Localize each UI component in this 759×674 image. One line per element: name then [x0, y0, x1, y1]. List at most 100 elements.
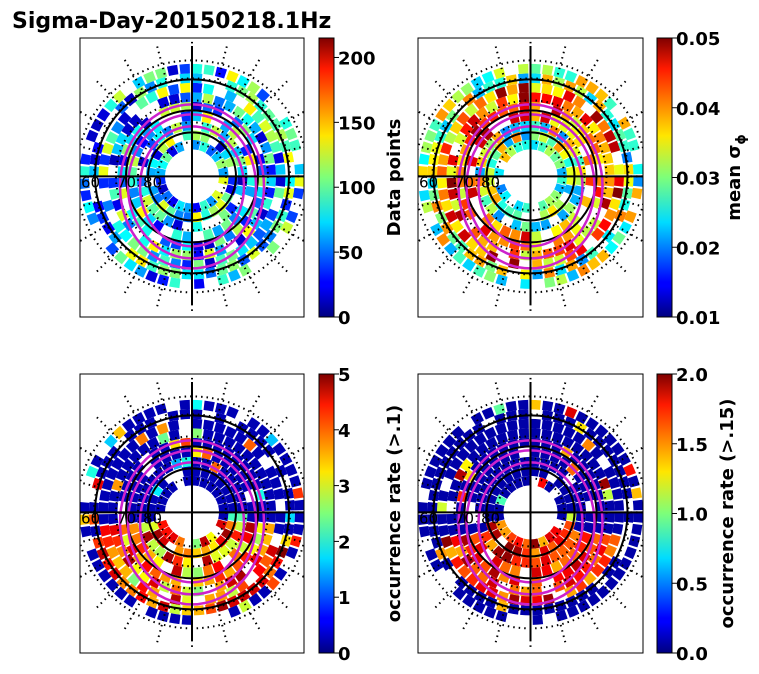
- mlt-grid-dotted: [95, 416, 122, 443]
- heatmap-cell: [150, 148, 164, 161]
- heatmap-cell: [167, 419, 180, 432]
- heatmap-cell: [456, 111, 470, 126]
- heatmap-cell: [265, 500, 276, 511]
- heatmap-cell: [549, 525, 563, 538]
- heatmap-cell: [160, 190, 173, 203]
- heatmap-cell: [555, 273, 568, 286]
- heatmap-cell: [510, 555, 522, 567]
- heatmap-cell: [256, 424, 270, 439]
- heatmap-cell: [80, 502, 90, 513]
- heatmap-cell: [205, 531, 218, 544]
- heatmap-cell: [89, 514, 100, 525]
- heatmap-cell: [128, 114, 143, 128]
- heatmap-cell: [104, 434, 118, 449]
- colorbar-tick-label: 1.5: [676, 435, 708, 456]
- heatmap-cell: [164, 205, 177, 218]
- heatmap-cell: [421, 201, 434, 214]
- heatmap-cell: [136, 244, 150, 258]
- heatmap-cell: [483, 90, 497, 104]
- heatmap-cell: [499, 560, 512, 574]
- mlt-grid-dotted: [434, 582, 461, 609]
- polar-heatmap: [80, 377, 304, 648]
- heatmap-cell: [449, 456, 463, 471]
- heatmap-cell: [213, 422, 227, 435]
- heatmap-cell: [430, 222, 444, 237]
- heatmap-cell: [238, 263, 252, 277]
- colorbar-tick-label: 0.05: [676, 29, 720, 50]
- heatmap-cell: [544, 276, 556, 288]
- heatmap-cell: [479, 146, 492, 159]
- heatmap-cell: [418, 514, 429, 525]
- heatmap-cell: [143, 406, 157, 420]
- heatmap-cell: [153, 209, 167, 223]
- heatmap-cell: [572, 431, 586, 445]
- heatmap-cell: [617, 116, 631, 130]
- mlt-grid-dotted: [462, 262, 482, 294]
- heatmap-cell: [192, 73, 203, 84]
- heatmap-cell: [568, 145, 582, 158]
- heatmap-cell: [517, 399, 529, 411]
- heatmap-cell: [292, 487, 304, 499]
- heatmap-cell: [108, 154, 121, 166]
- heatmap-cell: [612, 567, 626, 581]
- heatmap-cell: [265, 544, 279, 558]
- heatmap-cell: [624, 210, 637, 224]
- heatmap-cell: [132, 412, 146, 426]
- heatmap-cell: [474, 541, 488, 555]
- colorbar-label: Data points: [384, 119, 405, 237]
- heatmap-cell: [252, 227, 267, 242]
- heatmap-cell: [252, 563, 267, 578]
- heatmap-cell: [530, 418, 541, 429]
- heatmap-cell: [425, 548, 438, 562]
- heatmap-cell: [435, 444, 449, 458]
- heatmap-cell: [604, 176, 615, 187]
- heatmap-cell: [152, 466, 166, 480]
- heatmap-cell: [591, 563, 605, 578]
- heatmap-cell: [212, 95, 226, 109]
- heatmap-cell: [192, 475, 201, 487]
- heatmap-cell: [211, 486, 224, 499]
- heatmap-cell: [212, 431, 226, 445]
- mlt-grid-dotted: [579, 262, 599, 294]
- heatmap-cell: [575, 75, 589, 89]
- heatmap-cell: [193, 605, 205, 616]
- heatmap-cell: [155, 503, 166, 513]
- heatmap-cell: [145, 270, 158, 283]
- heatmap-cell: [162, 215, 175, 228]
- heatmap-cell: [464, 439, 479, 453]
- heatmap-cell: [273, 567, 288, 581]
- heatmap-cell: [240, 448, 255, 463]
- mlt-grid-dotted: [555, 608, 567, 644]
- heatmap-cell: [251, 446, 266, 460]
- axes-frame: [79, 373, 305, 654]
- heatmap-cell: [128, 450, 143, 464]
- heatmap-cell: [266, 576, 280, 591]
- heatmap-cell: [603, 96, 618, 111]
- heatmap-cell: [489, 484, 502, 497]
- heatmap-cell: [494, 503, 505, 513]
- heatmap-cell: [450, 219, 464, 234]
- heatmap-cell: [602, 186, 614, 199]
- heatmap-cell: [541, 429, 553, 441]
- colorbar-tick-label: 2.0: [676, 365, 708, 386]
- heatmap-cell: [108, 177, 119, 189]
- colorbar-tick-label: 0.5: [676, 574, 708, 595]
- heatmap-cell: [460, 82, 474, 96]
- heatmap-cell: [613, 512, 624, 523]
- heatmap-cell: [429, 454, 443, 468]
- heatmap-cell: [456, 447, 470, 462]
- heatmap-cell: [424, 465, 437, 479]
- heatmap-cell: [230, 145, 243, 158]
- mlt-grid-dotted: [278, 446, 304, 464]
- mlt-grid-dotted: [600, 582, 627, 609]
- heatmap-cell: [192, 428, 203, 439]
- heatmap-cell: [447, 524, 460, 537]
- heatmap-cell: [214, 402, 228, 415]
- heatmap-cell: [235, 579, 249, 593]
- heatmap-cell: [256, 88, 270, 103]
- heatmap-cell: [436, 232, 450, 247]
- heatmap-cell: [505, 531, 517, 544]
- heatmap-cell: [266, 240, 280, 255]
- heatmap-cell: [198, 141, 210, 153]
